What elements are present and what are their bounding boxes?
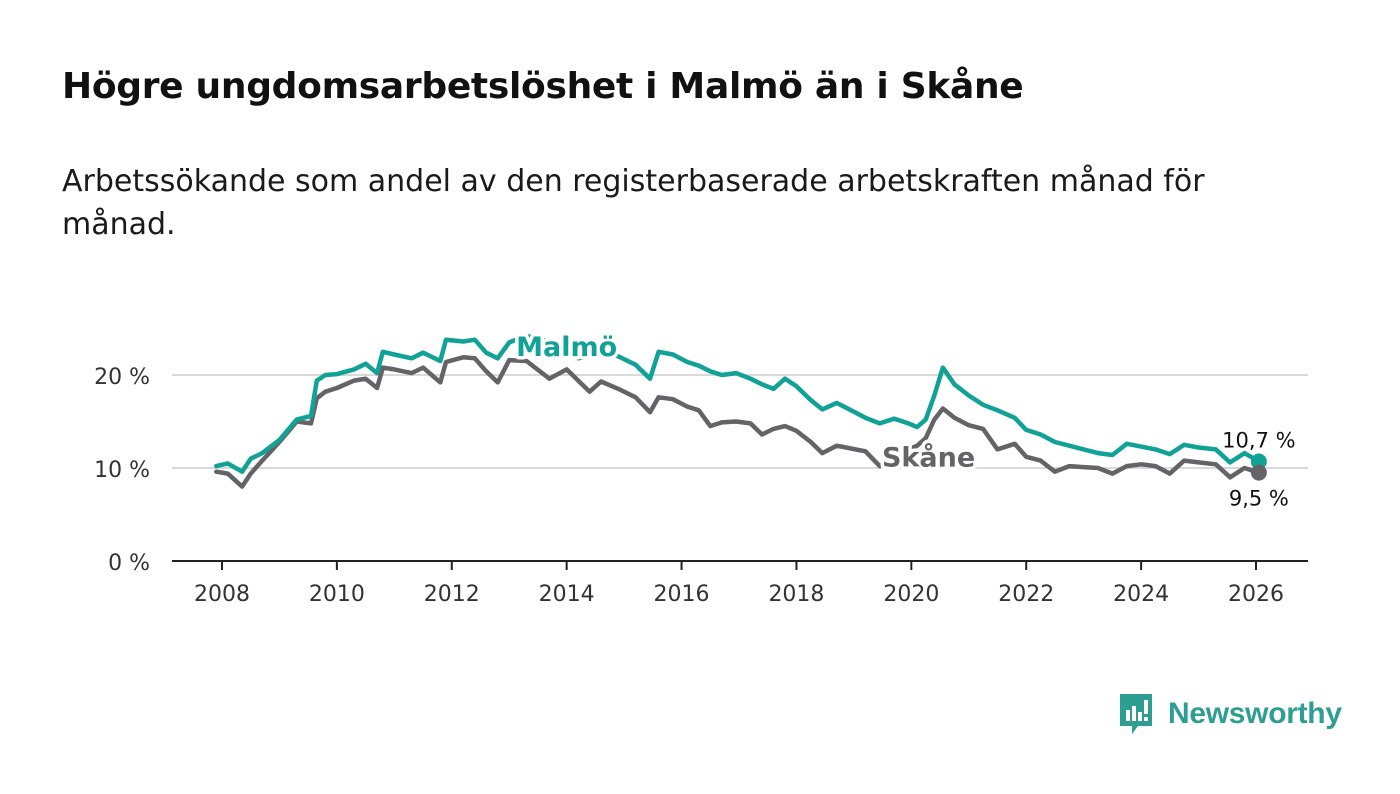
chart-labels: 10,7 % 9,5 % Malmö Skåne: [513, 328, 1298, 513]
newsworthy-logo[interactable]: Newsworthy: [1118, 690, 1342, 738]
series-line-malm: [214, 333, 1262, 474]
end-value-label: 9,5 %: [1229, 487, 1289, 511]
x-tick-label: 2014: [539, 582, 595, 607]
y-tick-label: 10 %: [94, 458, 150, 483]
x-tick-label: 2010: [309, 582, 365, 607]
x-tick-label: 2018: [768, 582, 824, 607]
x-tick-label: 2022: [998, 582, 1054, 607]
series-name-label: Malmö: [516, 332, 617, 363]
axes: 0 % 10 % 20 % 2008 2010 2012 2014 2016 2018 2020 2…: [94, 365, 1308, 607]
series-line-skne: [214, 355, 1262, 489]
y-tick-label: 0 %: [108, 551, 150, 576]
end-value-label: 10,7 %: [1222, 428, 1295, 452]
end-point-malmo: [1250, 453, 1267, 470]
x-tick-label: 2026: [1228, 582, 1284, 607]
x-tick-label: 2024: [1113, 582, 1169, 607]
y-tick-label: 20 %: [94, 365, 150, 390]
series-lines: [214, 333, 1267, 489]
end-point-skane: [1250, 464, 1267, 481]
chart-title: Högre ungdomsarbetslöshet i Malmö än i S…: [62, 66, 1024, 107]
newsworthy-logo-icon: [1120, 694, 1152, 734]
x-tick-label: 2008: [194, 582, 250, 607]
x-tick-label: 2012: [424, 582, 480, 607]
x-tick-label: 2020: [883, 582, 939, 607]
brand-name: Newsworthy: [1168, 697, 1342, 730]
x-tick-label: 2016: [654, 582, 710, 607]
series-name-label: Skåne: [882, 442, 975, 474]
chart-subtitle: Arbetssökande som andel av den registerb…: [62, 164, 1205, 242]
